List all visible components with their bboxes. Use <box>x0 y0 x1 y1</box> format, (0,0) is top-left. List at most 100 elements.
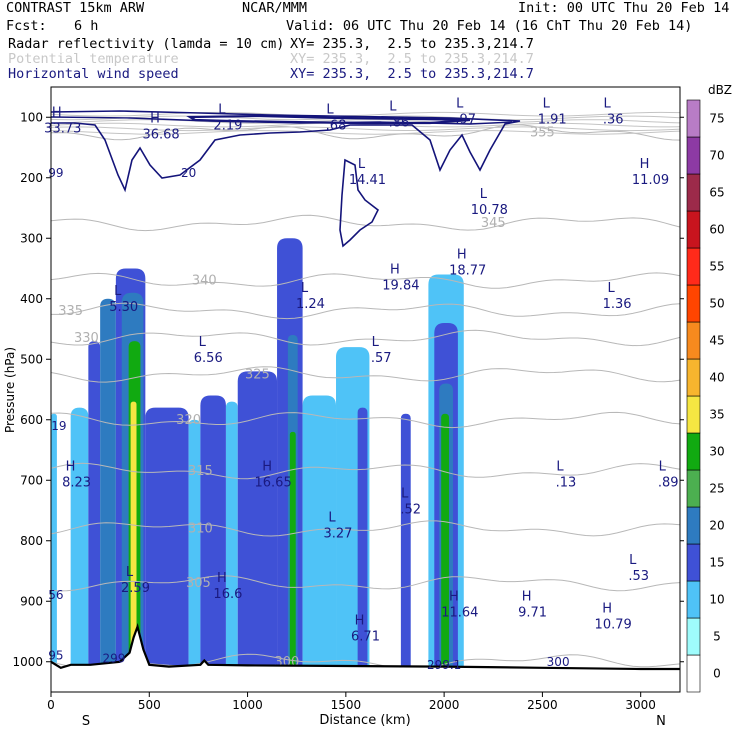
wind-contour-shear <box>51 116 513 125</box>
colorbar: 0 5 10 15 20 25 30 35 40 45 50 55 60 65 70 75 <box>686 99 725 693</box>
reflectivity-column-19 <box>400 413 411 670</box>
extremum-marker-11: H <box>390 263 400 278</box>
colorbar-label-50: 50 <box>709 297 724 311</box>
fcst-value: 6 h <box>74 18 99 34</box>
x-tick-label-0: 0 <box>47 698 55 712</box>
colorbar-label-30: 30 <box>709 445 724 459</box>
reflectivity-column-3 <box>100 298 116 670</box>
reflectivity-column-1 <box>70 407 89 670</box>
theta-contour-upper-5 <box>51 130 680 135</box>
reflectivity-column-10 <box>200 395 226 670</box>
extremum-marker-19: H <box>262 459 272 474</box>
field-xy-theta: XY= 235.3, 2.5 to 235.3,214.7 <box>290 51 534 67</box>
colorbar-label-15: 15 <box>709 556 724 570</box>
extremum-marker-16: L <box>199 335 207 350</box>
reflectivity-column-15 <box>289 431 296 670</box>
extremum-marker-6: L <box>543 96 551 111</box>
extremum-marker-9: L <box>480 187 488 202</box>
extremum-marker-22: L <box>401 486 409 501</box>
colorbar-swatch-0 <box>686 654 701 693</box>
extremum-marker-30: H <box>355 614 365 629</box>
reflectivity-column-18 <box>357 407 368 670</box>
colorbar-unit: dBZ <box>708 83 732 97</box>
edge-label-4: 95 <box>48 649 63 663</box>
terrain-fill <box>51 626 680 692</box>
extremum-value-9: 10.78 <box>471 203 508 218</box>
colorbar-swatch-65 <box>686 173 701 212</box>
extremum-marker-23: L <box>328 511 336 526</box>
theta-contour-345 <box>51 214 680 232</box>
extremum-value-0: 33.73 <box>44 121 81 136</box>
colorbar-label-10: 10 <box>709 593 724 607</box>
y-tick-label-400: 400 <box>20 292 43 306</box>
terrain-line <box>51 622 680 671</box>
x-tick-label-500: 500 <box>138 698 161 712</box>
theta-label-325: 325 <box>245 367 270 382</box>
chart-header: CONTRAST 15km ARW NCAR/MMM Init: 00 UTC … <box>0 0 740 86</box>
extremum-marker-7: L <box>604 96 612 111</box>
colorbar-swatch-45 <box>686 321 701 360</box>
field-xy-wind: XY= 235.3, 2.5 to 235.3,214.7 <box>290 66 534 82</box>
model-title: CONTRAST 15km ARW <box>6 0 145 16</box>
colorbar-swatch-40 <box>686 358 701 397</box>
theta-contour-310 <box>51 520 680 537</box>
edge-label-0: 19 <box>51 419 66 433</box>
extremum-value-3: .68 <box>326 118 347 133</box>
fcst-label: Fcst: <box>6 18 47 34</box>
x-tick-label-2000: 2000 <box>429 698 460 712</box>
extremum-value-2: 2.19 <box>213 118 242 133</box>
extremum-value-29: 10.79 <box>595 617 632 632</box>
extremum-value-23: 3.27 <box>324 527 353 542</box>
extremum-value-10: 11.09 <box>632 173 669 188</box>
y-tick-label-800: 800 <box>20 534 43 548</box>
extremum-marker-26: L <box>629 553 637 568</box>
colorbar-label-20: 20 <box>709 519 724 533</box>
extremum-marker-21: L <box>659 459 667 474</box>
colorbar-swatch-25 <box>686 469 701 508</box>
x-end-label-left: S <box>82 714 90 729</box>
colorbar-swatch-15 <box>686 543 701 582</box>
colorbar-label-40: 40 <box>709 371 724 385</box>
reflectivity-columns <box>51 238 464 670</box>
theta-contour-upper-0 <box>51 111 680 117</box>
wind-contour-upper <box>51 110 521 193</box>
extremum-value-28: 9.71 <box>518 605 547 620</box>
theta-label-310: 310 <box>188 522 213 537</box>
extremum-marker-17: L <box>372 335 380 350</box>
theta-contour-320 <box>51 411 680 429</box>
extremum-marker-18: H <box>66 459 76 474</box>
extremum-marker-15: L <box>114 284 122 299</box>
extremum-marker-8: L <box>358 157 366 172</box>
theta-label-315: 315 <box>188 464 213 479</box>
extremum-value-14: 1.36 <box>603 297 632 312</box>
terrain <box>51 622 680 692</box>
theta-label-340: 340 <box>192 274 217 289</box>
reflectivity-column-9 <box>188 419 201 670</box>
plot-frame <box>50 86 681 693</box>
colorbar-label-65: 65 <box>709 186 724 200</box>
reflectivity-column-8 <box>145 407 189 670</box>
theta-contour-335 <box>51 302 680 320</box>
colorbar-label-35: 35 <box>709 408 724 422</box>
colorbar-swatch-55 <box>686 247 701 286</box>
extremum-value-8: 14.41 <box>349 173 386 188</box>
colorbar-swatch-20 <box>686 506 701 545</box>
edge-label-1: 99 <box>48 166 63 180</box>
extremum-marker-1: H <box>150 111 160 126</box>
y-tick-label-100: 100 <box>20 110 43 124</box>
colorbar-label-55: 55 <box>709 260 724 274</box>
extremum-marker-4: L <box>389 99 397 114</box>
edge-label-5: 299 <box>102 652 125 666</box>
y-tick-label-500: 500 <box>20 352 43 366</box>
center-label: NCAR/MMM <box>242 0 308 16</box>
extremum-value-11: 19.84 <box>382 279 419 294</box>
init-time: Init: 00 UTC Thu 20 Feb 14 <box>518 0 730 16</box>
extremum-value-27: 11.64 <box>441 605 478 620</box>
theta-contour-upper-4 <box>51 126 680 132</box>
extremum-value-20: .13 <box>556 475 577 490</box>
colorbar-label-25: 25 <box>709 482 724 496</box>
y-tick-label-600: 600 <box>20 413 43 427</box>
extremum-marker-27: H <box>449 589 459 604</box>
